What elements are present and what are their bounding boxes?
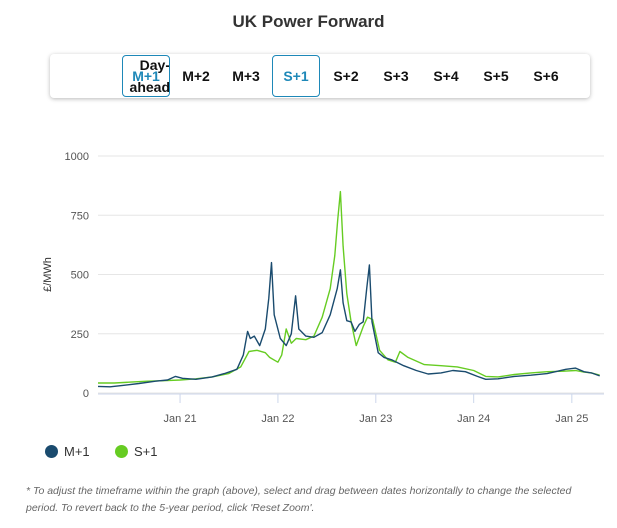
x-tick-label: Jan 21 [164, 413, 197, 425]
tab-s4[interactable]: S+4 [433, 68, 459, 84]
y-tick-label: 500 [71, 270, 89, 282]
tab-m3[interactable]: M+3 [232, 68, 260, 84]
legend-marker [115, 445, 128, 458]
chart-title: UK Power Forward [232, 12, 385, 31]
x-tick-label: Jan 23 [359, 413, 392, 425]
tab-s3[interactable]: S+3 [383, 68, 409, 84]
tab-s6[interactable]: S+6 [533, 68, 559, 84]
footnote: * To adjust the timeframe within the gra… [26, 485, 572, 514]
tab-m1[interactable]: M+1 [122, 55, 170, 97]
legend-label: M+1 [64, 444, 90, 459]
line-chart[interactable]: 0 250 500 750 1000 Jan 21 Jan 22 Jan 23 Jan 24 Ja… [0, 130, 617, 440]
series-line-s1 [98, 190, 600, 384]
tab-label: ahead [129, 79, 170, 95]
tab-s5[interactable]: S+5 [483, 68, 509, 84]
y-tick-label: 1000 [65, 151, 89, 163]
x-tick-label: Jan 22 [261, 413, 294, 425]
series-line-m1 [97, 261, 600, 388]
tab-s1[interactable]: S+1 [272, 55, 320, 97]
x-tick-label: Jan 24 [457, 413, 490, 425]
x-tick-label: Jan 25 [555, 413, 588, 425]
contract-tab-bar: Day- ahead M+1 M+2 M+3 S+1 S+2 S+3 S+4 S… [50, 54, 590, 98]
tab-day-ahead[interactable]: Day- ahead [102, 54, 172, 98]
tab-m2[interactable]: M+2 [182, 68, 210, 84]
legend-item-m1[interactable]: M+1 [45, 444, 90, 459]
legend-label: S+1 [134, 444, 158, 459]
legend-marker [45, 445, 58, 458]
y-axis-label: £/MWh [42, 257, 54, 292]
tab-label: Day- [139, 57, 170, 73]
y-tick-label: 750 [71, 210, 89, 222]
tab-s2[interactable]: S+2 [333, 68, 359, 84]
y-tick-label: 0 [83, 388, 89, 400]
y-tick-label: 250 [71, 329, 89, 341]
legend-item-s1[interactable]: S+1 [115, 444, 158, 459]
